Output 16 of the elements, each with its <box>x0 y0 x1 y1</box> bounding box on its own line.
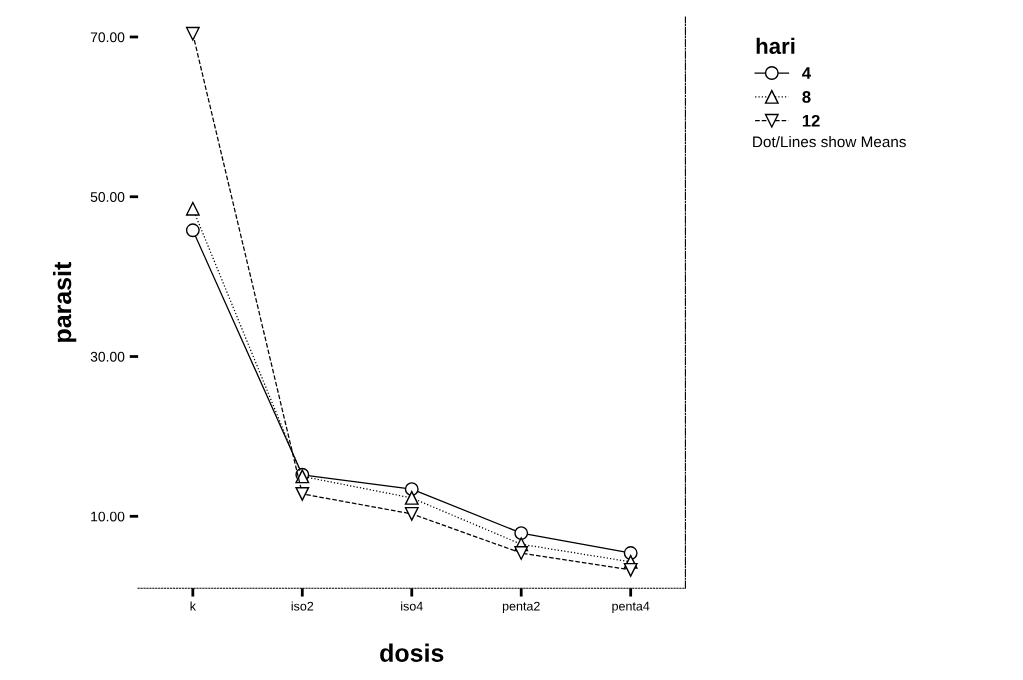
y-axis-title: parasit <box>52 261 77 342</box>
y-tick-label: 70.00 <box>90 32 125 43</box>
x-tick-label: penta2 <box>502 601 540 614</box>
y-tick-label: 10.00 <box>91 511 125 522</box>
x-axis-title: dosis <box>380 643 444 662</box>
x-tick-label: iso2 <box>291 601 314 611</box>
text: Dot/Lines show Means <box>753 136 906 148</box>
x-tick-label: iso4 <box>401 601 423 611</box>
legend-label: 8 <box>802 91 811 103</box>
legend-label: 12 <box>802 114 820 127</box>
legend-title: hari <box>756 37 795 55</box>
x-tick-label: k <box>190 601 196 611</box>
y-tick-label: 30.00 <box>90 351 125 362</box>
legend-label: 4 <box>802 67 811 79</box>
x-tick-label: penta4 <box>612 601 650 614</box>
y-tick-label: 50.00 <box>90 192 125 202</box>
